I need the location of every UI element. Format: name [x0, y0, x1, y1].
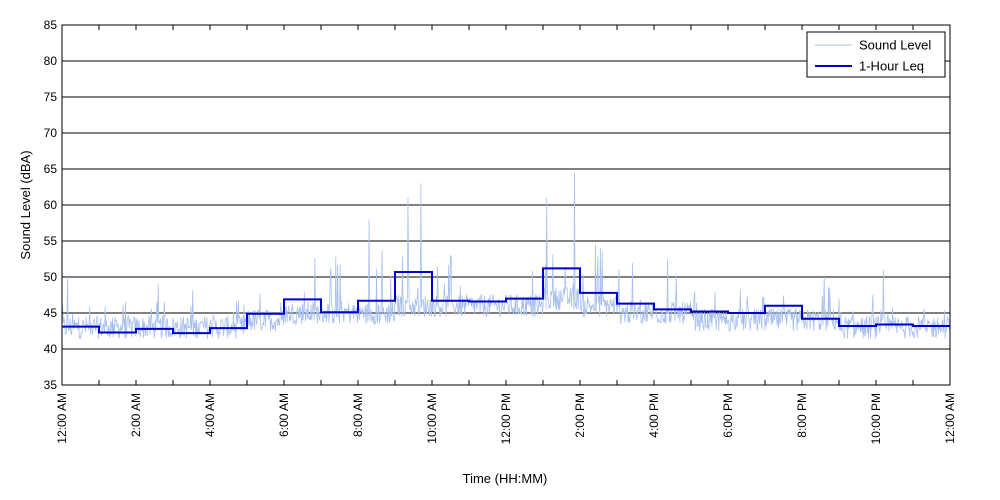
y-tick-label: 60	[44, 198, 58, 212]
x-tick-label: 6:00 AM	[277, 393, 291, 437]
y-tick-label: 75	[44, 90, 58, 104]
series-layer	[62, 172, 950, 340]
gridlines	[62, 60, 950, 350]
y-tick-label: 35	[44, 378, 58, 392]
y-tick-label: 65	[44, 162, 58, 176]
x-tick-label: 12:00 PM	[499, 393, 513, 444]
x-tick-label: 8:00 PM	[795, 393, 809, 438]
legend-box	[806, 31, 946, 78]
legend-label-sound-level: Sound Level	[859, 38, 931, 53]
x-tick-label: 4:00 AM	[203, 393, 217, 437]
series-sound-level-line	[62, 172, 950, 340]
y-tick-label: 70	[44, 126, 58, 140]
x-tick-label: 4:00 PM	[647, 393, 661, 438]
y-tick-label: 50	[44, 270, 58, 284]
x-tick-label: 12:00 AM	[943, 393, 957, 444]
x-tick-label: 2:00 PM	[573, 393, 587, 438]
x-axis: 12:00 AM 2:00 AM 4:00 AM 6:00 AM 8:00 AM 10:0…	[55, 25, 957, 444]
y-tick-label: 55	[44, 234, 58, 248]
x-tick-label: 10:00 PM	[869, 393, 883, 444]
y-axis: 35 40 45 50 55 60 65 70 75 80 85	[44, 18, 950, 392]
x-tick-label: 12:00 AM	[55, 393, 69, 444]
y-tick-label: 80	[44, 54, 58, 68]
y-tick-label: 45	[44, 306, 58, 320]
y-axis-label: Sound Level (dBA)	[18, 150, 33, 259]
x-tick-label: 8:00 AM	[351, 393, 365, 437]
x-tick-label: 2:00 AM	[129, 393, 143, 437]
x-tick-label: 10:00 AM	[425, 393, 439, 444]
series-1-hour-leq-line	[62, 267, 950, 335]
legend-label-1-hour-leq: 1-Hour Leq	[859, 59, 924, 74]
y-tick-label: 40	[44, 342, 58, 356]
x-tick-label: 6:00 PM	[721, 393, 735, 438]
y-tick-label: 85	[44, 18, 58, 32]
x-axis-label: Time (HH:MM)	[463, 471, 548, 486]
legend: Sound Level 1-Hour Leq	[806, 31, 946, 78]
